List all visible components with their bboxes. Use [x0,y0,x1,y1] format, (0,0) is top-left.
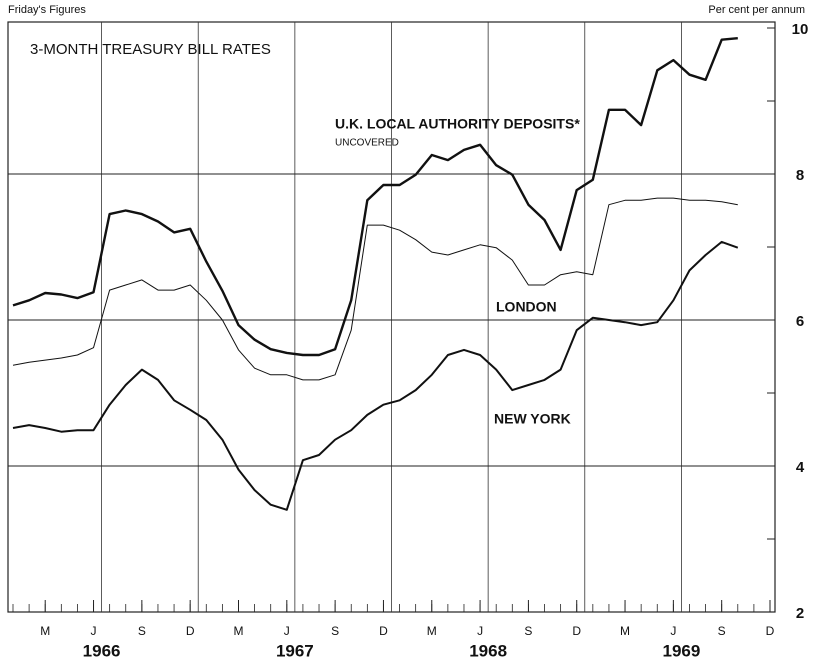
y-tick-label: 2 [796,605,804,622]
subtitle: Friday's Figures [8,4,86,16]
year-label: 1968 [469,641,507,660]
x-tick-label: M [233,624,243,638]
x-tick-label: D [186,624,195,638]
x-tick-label: S [718,624,726,638]
x-tick-label: J [477,624,483,638]
series-label: U.K. LOCAL AUTHORITY DEPOSITS* [335,116,580,132]
x-tick-label: J [91,624,97,638]
y-tick-label: 6 [796,313,804,330]
x-tick-label: S [524,624,532,638]
series-line [12,37,738,357]
y-tick-label: 4 [796,459,805,476]
year-label: 1969 [663,641,701,660]
x-tick-label: M [40,624,50,638]
x-tick-label: J [284,624,290,638]
x-tick-label: J [670,624,676,638]
x-tick-label: S [138,624,146,638]
series-label: LONDON [496,299,557,315]
year-label: 1967 [276,641,314,660]
series-line [12,240,739,511]
series-label: NEW YORK [494,411,571,427]
x-tick-label: D [379,624,388,638]
series-line [12,197,738,381]
x-tick-label: D [766,624,775,638]
x-tick-label: M [427,624,437,638]
y-axis-label: Per cent per annum [708,4,805,16]
year-label: 1966 [83,641,121,660]
x-tick-label: M [620,624,630,638]
chart-title: 3-MONTH TREASURY BILL RATES [30,41,271,58]
x-tick-label: S [331,624,339,638]
y-tick-label: 8 [796,167,804,184]
annotation: UNCOVERED [335,138,399,149]
x-tick-label: D [572,624,581,638]
y-tick-label: 10 [792,21,809,38]
